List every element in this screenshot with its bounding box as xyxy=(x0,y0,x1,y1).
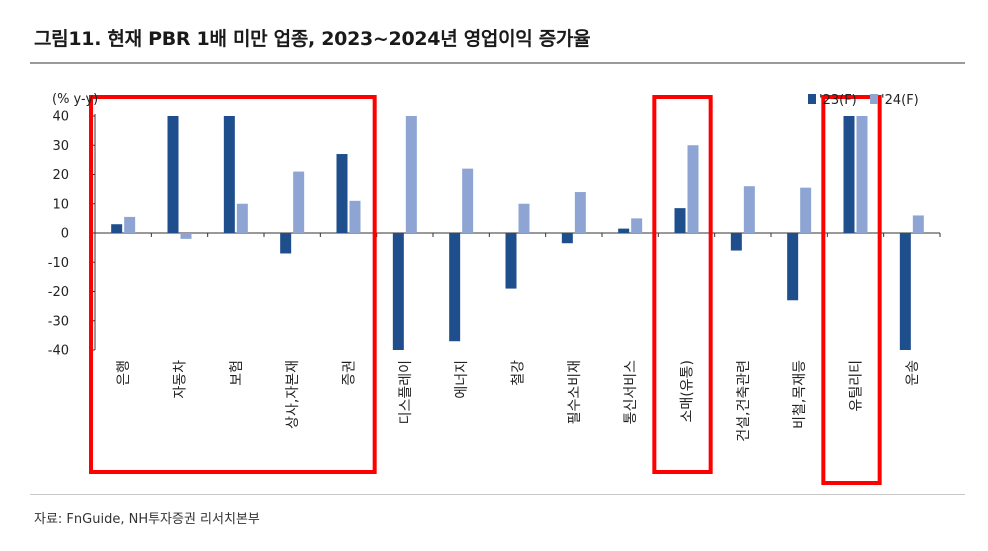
bar-2024-11 xyxy=(743,186,755,233)
bar-2024-9 xyxy=(631,218,643,233)
y-tick-label: 10 xyxy=(52,197,69,212)
bar-2023-6 xyxy=(449,233,461,342)
footer-divider xyxy=(30,494,965,495)
y-tick-label: -10 xyxy=(48,256,69,271)
bar-2024-8 xyxy=(574,192,586,233)
category-label: 증권 xyxy=(342,360,358,386)
bar-2023-8 xyxy=(561,233,573,244)
chart-title: 그림11. 현재 PBR 1배 미만 업종, 2023~2024년 영업이익 증… xyxy=(34,28,591,50)
bar-2023-2 xyxy=(223,116,235,233)
y-tick-label: -30 xyxy=(48,314,69,329)
y-tick-label: -20 xyxy=(48,285,69,300)
source-note: 자료: FnGuide, NH투자증권 리서치본부 xyxy=(34,512,260,527)
bar-2023-5 xyxy=(392,233,404,350)
bar-2024-7 xyxy=(518,203,530,233)
bar-2023-10 xyxy=(674,208,686,233)
category-label: 비철,목재등 xyxy=(792,360,808,429)
category-label: 건설,건축관련 xyxy=(736,360,752,442)
bar-2023-3 xyxy=(280,233,292,254)
bar-2024-3 xyxy=(293,171,305,233)
category-label: 상사,자본재 xyxy=(285,360,301,429)
highlight-box-3 xyxy=(821,95,882,485)
bar-2023-1 xyxy=(167,116,179,233)
bar-2024-6 xyxy=(462,168,474,233)
y-tick-label: 0 xyxy=(61,227,69,242)
title-divider xyxy=(30,62,965,64)
y-tick-label: -40 xyxy=(48,344,69,359)
category-label: 에너지 xyxy=(454,360,470,399)
bar-2023-12 xyxy=(787,233,799,301)
bar-2024-10 xyxy=(687,145,699,233)
y-tick-label: 20 xyxy=(52,168,69,183)
axes-group: 40 30 20 10 0 -10 -20 -30 -40 xyxy=(48,110,941,359)
highlight-box-1 xyxy=(89,95,377,474)
bar-2024-13 xyxy=(856,116,868,233)
legend-label-2023: '23(F) xyxy=(819,93,857,108)
bar-2024-14 xyxy=(912,215,924,233)
category-label: 소매(유통) xyxy=(680,360,696,422)
bar-2024-4 xyxy=(349,200,361,233)
bar-2024-5 xyxy=(405,116,417,233)
category-labels-group: 은행 자동차 보험 상사,자본재 증권 디스플레이 에너지 철강 필수소비재 통신서비스 소매(유통… xyxy=(116,360,921,442)
bar-2023-11 xyxy=(730,233,742,251)
bar-2023-13 xyxy=(843,116,855,233)
category-label: 유틸리티 xyxy=(849,360,865,412)
category-label: 자동차 xyxy=(173,360,189,399)
legend: '23(F) '24(F) xyxy=(808,93,919,108)
highlight-boxes-group xyxy=(89,95,882,485)
highlight-box-2 xyxy=(652,95,713,474)
bar-2023-4 xyxy=(336,154,348,233)
category-label: 운송 xyxy=(905,360,921,386)
bar-2024-2 xyxy=(236,203,248,233)
bar-2023-14 xyxy=(899,233,911,350)
bar-2023-9 xyxy=(618,228,630,233)
category-label: 철강 xyxy=(511,360,527,386)
y-axis-unit-label: (% y-y) xyxy=(52,92,98,107)
legend-swatch-2024 xyxy=(870,94,878,104)
category-label: 디스플레이 xyxy=(398,360,414,424)
bar-2024-12 xyxy=(800,187,812,233)
bar-2023-0 xyxy=(111,224,123,233)
bar-2024-1 xyxy=(180,233,192,239)
bars-group xyxy=(111,116,924,350)
bar-2024-0 xyxy=(124,216,136,233)
category-label: 보험 xyxy=(229,360,245,386)
category-label: 통신서비스 xyxy=(623,360,639,425)
legend-swatch-2023 xyxy=(808,94,816,104)
legend-label-2024: '24(F) xyxy=(881,93,919,108)
y-tick-label: 30 xyxy=(52,139,69,154)
category-label: 은행 xyxy=(116,360,132,386)
category-label: 필수소비재 xyxy=(567,360,583,424)
y-tick-label: 40 xyxy=(52,110,69,125)
bar-2023-7 xyxy=(505,233,517,289)
